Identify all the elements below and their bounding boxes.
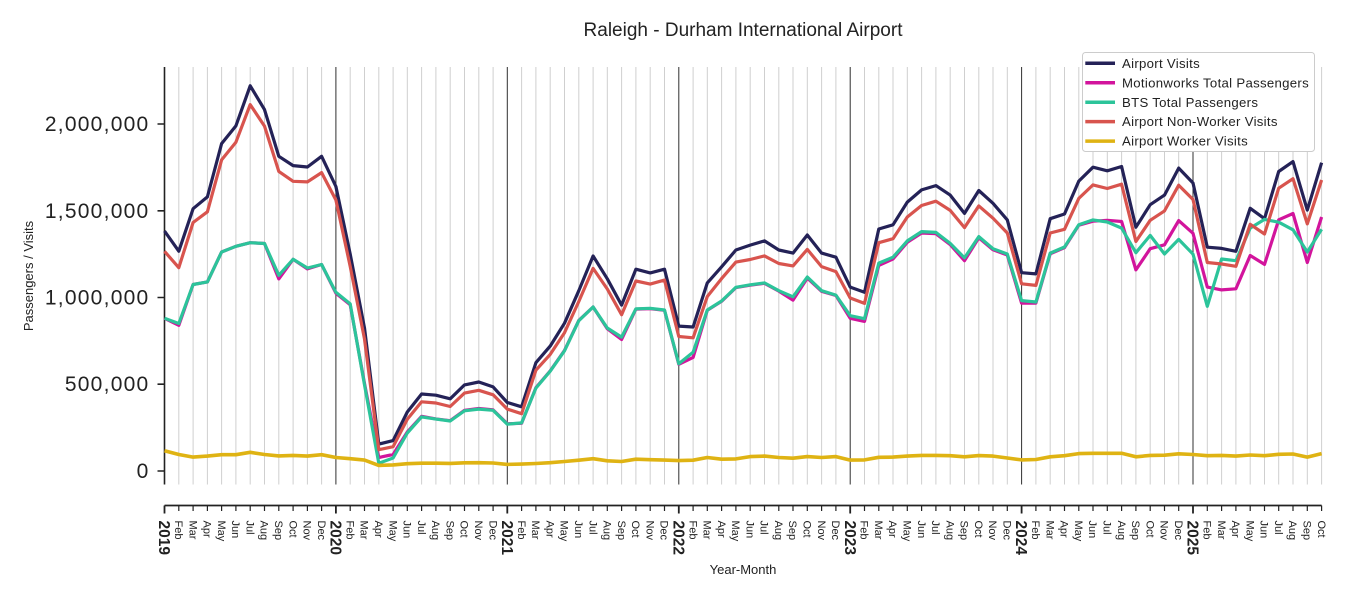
svg-text:Sep: Sep xyxy=(1301,521,1313,541)
svg-text:Airport Visits: Airport Visits xyxy=(1122,56,1200,71)
svg-text:Oct: Oct xyxy=(286,521,298,538)
svg-text:Jun: Jun xyxy=(743,521,755,539)
svg-text:2024: 2024 xyxy=(1012,521,1029,556)
svg-text:Sep: Sep xyxy=(272,521,284,541)
svg-text:2020: 2020 xyxy=(327,521,344,555)
svg-text:Jun: Jun xyxy=(1258,521,1270,539)
svg-text:Nov: Nov xyxy=(472,521,484,541)
svg-text:Apr: Apr xyxy=(715,521,727,538)
svg-text:Year-Month: Year-Month xyxy=(710,562,777,577)
svg-text:Mar: Mar xyxy=(1043,521,1055,540)
svg-text:Jun: Jun xyxy=(1086,521,1098,539)
svg-text:500,000: 500,000 xyxy=(65,373,150,396)
svg-text:Aug: Aug xyxy=(772,521,784,541)
svg-text:2,000,000: 2,000,000 xyxy=(45,113,150,136)
svg-text:2021: 2021 xyxy=(498,521,515,556)
svg-text:Feb: Feb xyxy=(686,521,698,540)
svg-text:Oct: Oct xyxy=(1143,521,1155,538)
svg-text:May: May xyxy=(729,521,741,542)
svg-text:Jun: Jun xyxy=(401,521,413,539)
svg-text:Dec: Dec xyxy=(658,521,670,541)
svg-text:May: May xyxy=(215,521,227,542)
svg-text:Nov: Nov xyxy=(1158,521,1170,541)
svg-text:Sep: Sep xyxy=(786,521,798,541)
svg-text:Dec: Dec xyxy=(1001,521,1013,541)
svg-text:Sep: Sep xyxy=(443,521,455,541)
svg-text:Dec: Dec xyxy=(829,521,841,541)
svg-text:Mar: Mar xyxy=(872,521,884,540)
svg-text:Nov: Nov xyxy=(301,521,313,541)
svg-text:Jul: Jul xyxy=(243,521,255,535)
svg-text:2022: 2022 xyxy=(669,521,686,555)
svg-text:Aug: Aug xyxy=(943,521,955,541)
svg-text:Feb: Feb xyxy=(172,521,184,540)
svg-text:Apr: Apr xyxy=(201,521,213,538)
svg-text:Nov: Nov xyxy=(643,521,655,541)
svg-text:Airport Non-Worker Visits: Airport Non-Worker Visits xyxy=(1122,114,1278,129)
svg-text:Aug: Aug xyxy=(1115,521,1127,541)
svg-text:Jul: Jul xyxy=(929,521,941,535)
svg-text:Jul: Jul xyxy=(1272,521,1284,535)
svg-text:BTS Total Passengers: BTS Total Passengers xyxy=(1122,95,1258,110)
svg-text:Jul: Jul xyxy=(758,521,770,535)
svg-text:May: May xyxy=(901,521,913,542)
svg-text:Oct: Oct xyxy=(629,521,641,538)
svg-text:1,000,000: 1,000,000 xyxy=(45,287,150,310)
svg-text:2025: 2025 xyxy=(1184,521,1201,556)
svg-text:Jul: Jul xyxy=(415,521,427,535)
svg-text:Mar: Mar xyxy=(1215,521,1227,540)
svg-text:Oct: Oct xyxy=(801,521,813,538)
svg-text:Raleigh - Durham International: Raleigh - Durham International Airport xyxy=(584,20,904,41)
svg-text:Apr: Apr xyxy=(372,521,384,538)
svg-text:Dec: Dec xyxy=(315,521,327,541)
svg-text:Oct: Oct xyxy=(972,521,984,538)
svg-text:Feb: Feb xyxy=(1029,521,1041,540)
svg-text:Jul: Jul xyxy=(586,521,598,535)
svg-text:Nov: Nov xyxy=(986,521,998,541)
svg-text:Nov: Nov xyxy=(815,521,827,541)
svg-text:Apr: Apr xyxy=(543,521,555,538)
svg-text:Sep: Sep xyxy=(958,521,970,541)
svg-text:Aug: Aug xyxy=(1286,521,1298,541)
svg-text:Mar: Mar xyxy=(358,521,370,540)
svg-text:Oct: Oct xyxy=(1315,521,1327,538)
svg-text:May: May xyxy=(558,521,570,542)
svg-text:Passengers / Visits: Passengers / Visits xyxy=(21,220,36,331)
svg-text:Dec: Dec xyxy=(1172,521,1184,541)
svg-text:0: 0 xyxy=(137,460,150,483)
svg-text:May: May xyxy=(1072,521,1084,542)
svg-text:Jul: Jul xyxy=(1101,521,1113,535)
svg-text:Feb: Feb xyxy=(858,521,870,540)
svg-text:Dec: Dec xyxy=(486,521,498,541)
svg-text:Feb: Feb xyxy=(343,521,355,540)
svg-text:Oct: Oct xyxy=(458,521,470,538)
svg-text:Jun: Jun xyxy=(572,521,584,539)
svg-text:2023: 2023 xyxy=(841,521,858,556)
svg-text:Mar: Mar xyxy=(186,521,198,540)
svg-text:Apr: Apr xyxy=(886,521,898,538)
svg-text:2019: 2019 xyxy=(155,521,172,556)
svg-text:Apr: Apr xyxy=(1058,521,1070,538)
svg-text:Feb: Feb xyxy=(515,521,527,540)
svg-text:Airport Worker Visits: Airport Worker Visits xyxy=(1122,134,1248,149)
svg-text:Sep: Sep xyxy=(1129,521,1141,541)
svg-text:Mar: Mar xyxy=(701,521,713,540)
svg-text:Sep: Sep xyxy=(615,521,627,541)
svg-text:Feb: Feb xyxy=(1201,521,1213,540)
svg-text:Aug: Aug xyxy=(258,521,270,541)
svg-text:Mar: Mar xyxy=(529,521,541,540)
svg-text:May: May xyxy=(1243,521,1255,542)
svg-text:Aug: Aug xyxy=(429,521,441,541)
svg-text:Apr: Apr xyxy=(1229,521,1241,538)
svg-text:May: May xyxy=(386,521,398,542)
svg-text:Aug: Aug xyxy=(601,521,613,541)
svg-text:Jun: Jun xyxy=(915,521,927,539)
svg-text:Motionworks Total Passengers: Motionworks Total Passengers xyxy=(1122,75,1309,90)
svg-text:1,500,000: 1,500,000 xyxy=(45,200,150,223)
svg-text:Jun: Jun xyxy=(229,521,241,539)
